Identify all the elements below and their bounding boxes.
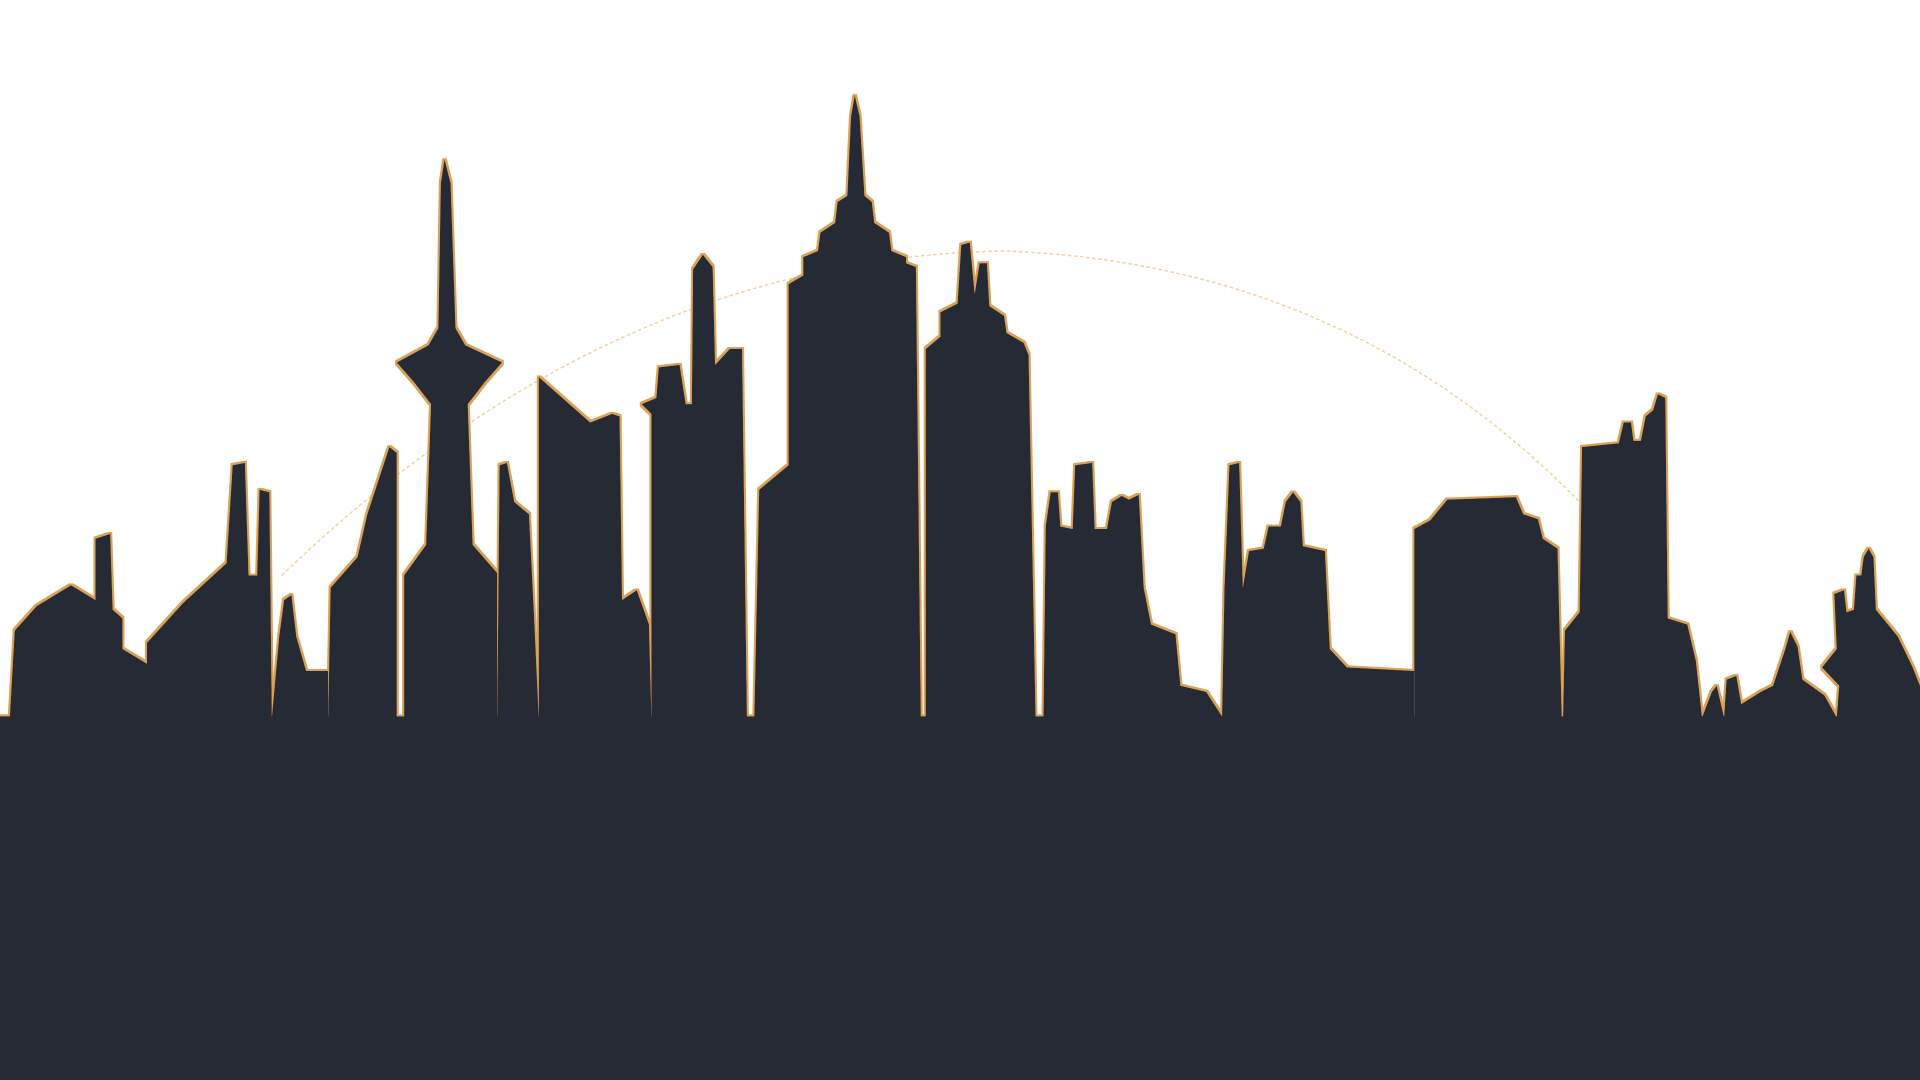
building-mid-cluster <box>1043 462 1223 735</box>
sun-arc <box>281 250 1581 577</box>
ground <box>0 716 1920 1080</box>
building-thin-spike <box>497 462 539 718</box>
building-angled <box>146 462 272 718</box>
building-antenna-cluster <box>1222 462 1415 718</box>
building-left-house <box>9 533 160 718</box>
building-twin-spire <box>641 254 747 718</box>
building-far-right-tower <box>1822 548 1920 718</box>
building-right-tower <box>1562 394 1703 745</box>
building-small-right <box>1702 631 1837 718</box>
tv-tower <box>396 159 503 718</box>
building-slanted-tower <box>328 446 397 718</box>
skyline-silhouette <box>0 95 1920 1080</box>
building-stepped-right <box>925 242 1036 735</box>
building-main-tower <box>754 95 921 718</box>
building-boxy <box>1414 497 1563 745</box>
building-small-spire <box>271 595 329 718</box>
building-wedge <box>538 377 652 718</box>
